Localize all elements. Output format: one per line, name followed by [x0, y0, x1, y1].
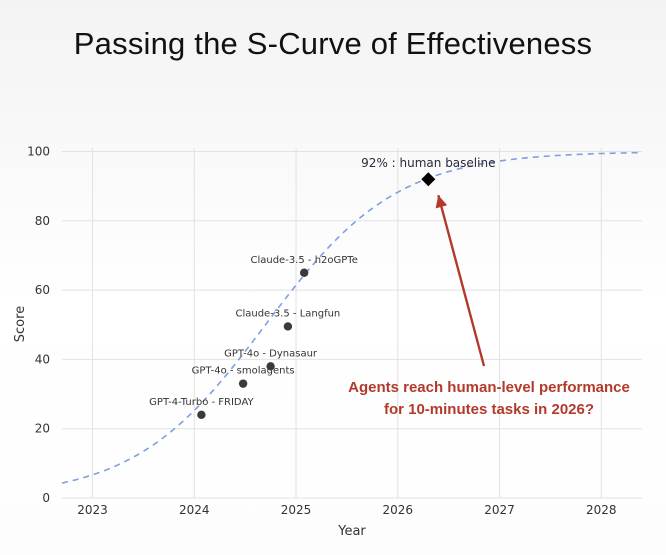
- x-tick-label: 2028: [586, 503, 617, 517]
- annotation-line-1: Agents reach human-level performance: [348, 379, 630, 396]
- annotation-arrowhead: [435, 195, 448, 209]
- y-tick-label: 20: [35, 422, 50, 436]
- x-axis-label: Year: [337, 524, 366, 539]
- milestone: 92% : human baseline: [361, 156, 495, 187]
- data-points: GPT-4-Turbo - FRIDAY GPT-4o - smolagents G…: [149, 255, 358, 420]
- x-tick-label: 2025: [281, 503, 312, 517]
- annotation: Agents reach human-level performance for …: [348, 194, 630, 418]
- data-point-label: GPT-4o - Dynasaur: [224, 348, 318, 359]
- data-point: [197, 410, 206, 420]
- data-point: [238, 379, 248, 388]
- data-point-label: Claude-3.5 - h2oGPTe: [250, 255, 357, 266]
- x-tick-label: 2023: [77, 503, 108, 517]
- slide-title: Passing the S-Curve of Effectiveness: [73, 26, 593, 61]
- milestone-marker: [421, 172, 436, 187]
- data-point: [299, 268, 309, 277]
- data-point-label: Claude-3.5 - Langfun: [235, 308, 340, 319]
- grid: [62, 148, 642, 499]
- tick-labels: 2023 2024 2025 2026 2027 2028 0 20 40 60 80 100: [27, 144, 616, 517]
- data-point: [283, 322, 293, 331]
- x-tick-label: 2024: [179, 503, 210, 517]
- annotation-line-2: for 10-minutes tasks in 2026?: [384, 401, 594, 418]
- milestone-label: 92% : human baseline: [361, 156, 495, 170]
- y-tick-label: 80: [35, 214, 50, 228]
- y-tick-label: 60: [35, 283, 50, 297]
- y-tick-label: 0: [42, 491, 50, 505]
- y-axis-label: Score: [13, 306, 28, 342]
- annotation-arrow: [437, 194, 486, 367]
- trend-curve: [61, 151, 642, 484]
- data-point-label: GPT-4o - smolagents: [192, 366, 295, 377]
- data-point-label: GPT-4-Turbo - FRIDAY: [149, 397, 254, 408]
- data-point: [266, 362, 275, 371]
- y-tick-label: 40: [35, 352, 50, 366]
- x-tick-label: 2027: [484, 503, 515, 517]
- x-tick-label: 2026: [383, 503, 414, 517]
- y-tick-label: 100: [27, 144, 50, 158]
